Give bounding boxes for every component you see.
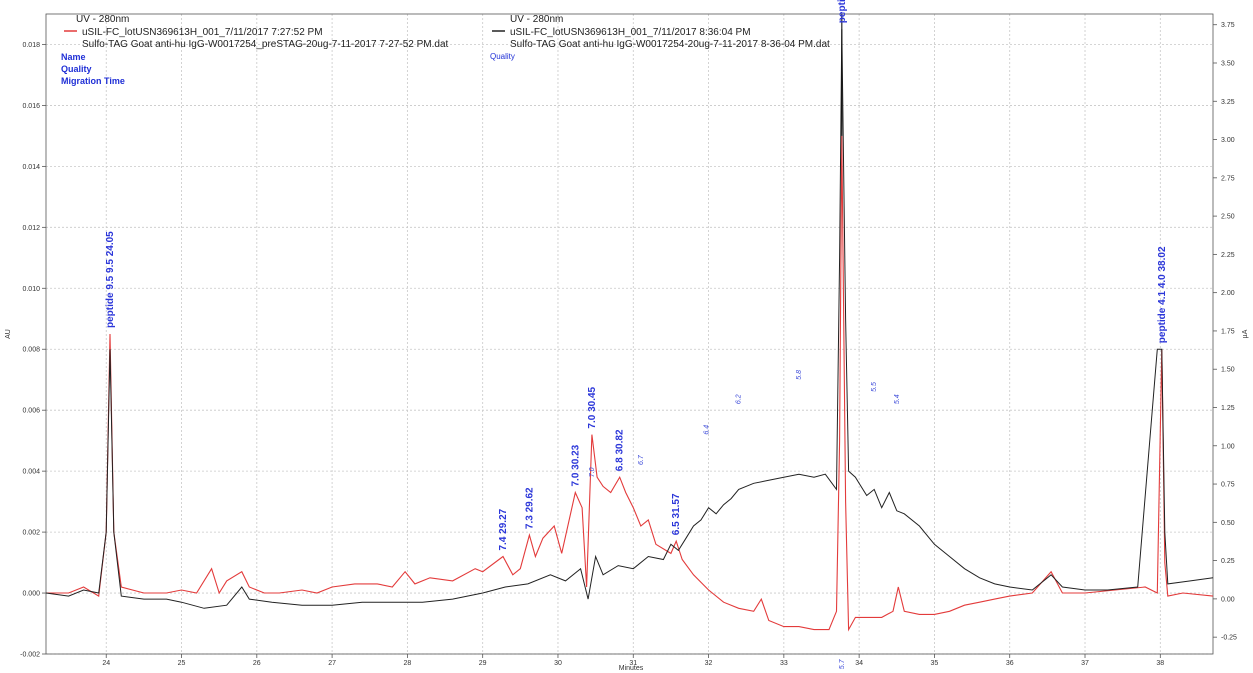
y-left-tick-label: 0.006 xyxy=(22,408,40,415)
peak-label-bold: peptide 4.1 4.0 38.02 xyxy=(1157,246,1168,343)
x-tick-label: 24 xyxy=(102,660,110,667)
y-right-tick-label: 3.25 xyxy=(1221,99,1235,106)
annotation-name: Name xyxy=(61,52,86,62)
x-tick-label: 36 xyxy=(1006,660,1014,667)
y-left-tick-label: 0.010 xyxy=(22,286,40,293)
series-lines xyxy=(45,29,1214,632)
y-right-tick-label: 2.00 xyxy=(1221,290,1235,297)
y-left-tick-label: 0.004 xyxy=(22,469,40,476)
y-right-tick-label: 2.75 xyxy=(1221,175,1235,182)
peak-label-italic: 5.8 xyxy=(796,370,803,380)
peak-label-bold: 7.3 29.62 xyxy=(524,487,535,529)
peak-label-bold: peptide 5.4 5.4 33.77 xyxy=(837,0,848,23)
y-left-tick-label: 0.000 xyxy=(22,591,40,598)
y-right-tick-label: 0.00 xyxy=(1221,596,1235,603)
y-left-tick-label: 0.008 xyxy=(22,347,40,354)
peak-label-italic: 5.4 xyxy=(894,394,901,404)
x-tick-label: 38 xyxy=(1156,660,1164,667)
peak-label-bold: 7.0 30.23 xyxy=(570,444,581,486)
peak-labels: peptide 9.5 9.5 24.05 7.4 29.27 7.3 29.62 7… xyxy=(105,0,1168,669)
y-right-tick-label: 1.25 xyxy=(1221,405,1235,412)
annotation-right-quality: Quality xyxy=(490,52,515,61)
y-axis-right-title: µA xyxy=(1242,329,1249,338)
x-tick-label: 35 xyxy=(931,660,939,667)
peak-label-italic: 5.7 xyxy=(839,658,846,669)
peak-label-italic: 6.2 xyxy=(736,394,743,404)
x-tick-label: 27 xyxy=(328,660,336,667)
y-right-tick-label: 0.50 xyxy=(1221,520,1235,527)
y-left-tick-label: 0.018 xyxy=(22,42,40,49)
legend-right-header: UV - 280nm xyxy=(510,14,563,25)
y-right-tick-label: 1.50 xyxy=(1221,367,1235,374)
peak-label-italic: 5.5 xyxy=(871,382,878,392)
x-tick-label: 37 xyxy=(1081,660,1089,667)
y-axis-left-title: AU xyxy=(5,329,12,339)
plot-frame xyxy=(45,13,1214,655)
peak-label-bold: 7.4 29.27 xyxy=(498,508,509,550)
x-tick-label: 31 xyxy=(629,660,637,667)
x-tick-label: 25 xyxy=(178,660,186,667)
y-right-tick-label: 0.75 xyxy=(1221,482,1235,489)
series-line-black xyxy=(45,29,1214,609)
legend-left-line1: uSIL-FC_lotUSN369613H_001_7/11/2017 7:27… xyxy=(82,27,323,38)
legend-left: UV - 280nm uSIL-FC_lotUSN369613H_001_7/1… xyxy=(61,14,449,86)
x-tick-label: 29 xyxy=(479,660,487,667)
y-right-tick-label: 2.25 xyxy=(1221,252,1235,259)
y-right-tick-label: -0.25 xyxy=(1221,635,1237,642)
y-right-tick-label: 2.50 xyxy=(1221,214,1235,221)
legend-left-line2: Sulfo-TAG Goat anti-hu IgG-W0017254_preS… xyxy=(82,39,449,50)
y-left-tick-label: 0.016 xyxy=(22,103,40,110)
legend-left-header: UV - 280nm xyxy=(76,14,129,25)
y-right-tick-label: 3.75 xyxy=(1221,22,1235,29)
peak-label-italic: 7.0 xyxy=(589,467,596,477)
x-tick-label: 34 xyxy=(855,660,863,667)
y-right-tick-label: 3.50 xyxy=(1221,60,1235,67)
x-tick-label: 28 xyxy=(403,660,411,667)
annotation-migration-time: Migration Time xyxy=(61,76,125,86)
y-left-tick-label: 0.002 xyxy=(22,530,40,537)
y-right-tick-label: 1.00 xyxy=(1221,443,1235,450)
x-tick-label: 32 xyxy=(705,660,713,667)
y-left-tick-label: -0.002 xyxy=(20,652,40,659)
peak-label-bold: 6.8 30.82 xyxy=(615,429,626,471)
axes: 24 25 26 27 28 29 30 31 32 33 34 35 36 37 38 -0.002 0.00… xyxy=(20,13,1237,667)
x-axis-title: Minutes xyxy=(619,665,644,672)
x-tick-label: 33 xyxy=(780,660,788,667)
legend-right-line2: Sulfo-TAG Goat anti-hu IgG-W0017254-20ug… xyxy=(510,39,830,50)
y-right-tick-label: 1.75 xyxy=(1221,328,1235,335)
peak-label-bold: 7.0 30.45 xyxy=(587,386,598,428)
y-left-tick-label: 0.014 xyxy=(22,164,40,171)
legend-right: UV - 280nm uSIL-FC_lotUSN369613H_001_7/1… xyxy=(490,14,830,61)
series-line-red xyxy=(46,135,1214,632)
x-tick-label: 30 xyxy=(554,660,562,667)
annotation-quality: Quality xyxy=(61,64,92,74)
y-right-tick-label: 3.00 xyxy=(1221,137,1235,144)
peak-label-italic: 6.7 xyxy=(638,454,645,465)
legend-right-line1: uSIL-FC_lotUSN369613H_001_7/11/2017 8:36… xyxy=(510,27,751,38)
peak-label-italic: 6.4 xyxy=(703,425,710,435)
y-left-tick-label: 0.012 xyxy=(22,225,40,232)
peak-label-bold: peptide 9.5 9.5 24.05 xyxy=(105,231,116,328)
x-tick-label: 26 xyxy=(253,660,261,667)
y-right-tick-label: 0.25 xyxy=(1221,558,1235,565)
peak-label-bold: 6.5 31.57 xyxy=(671,493,682,535)
